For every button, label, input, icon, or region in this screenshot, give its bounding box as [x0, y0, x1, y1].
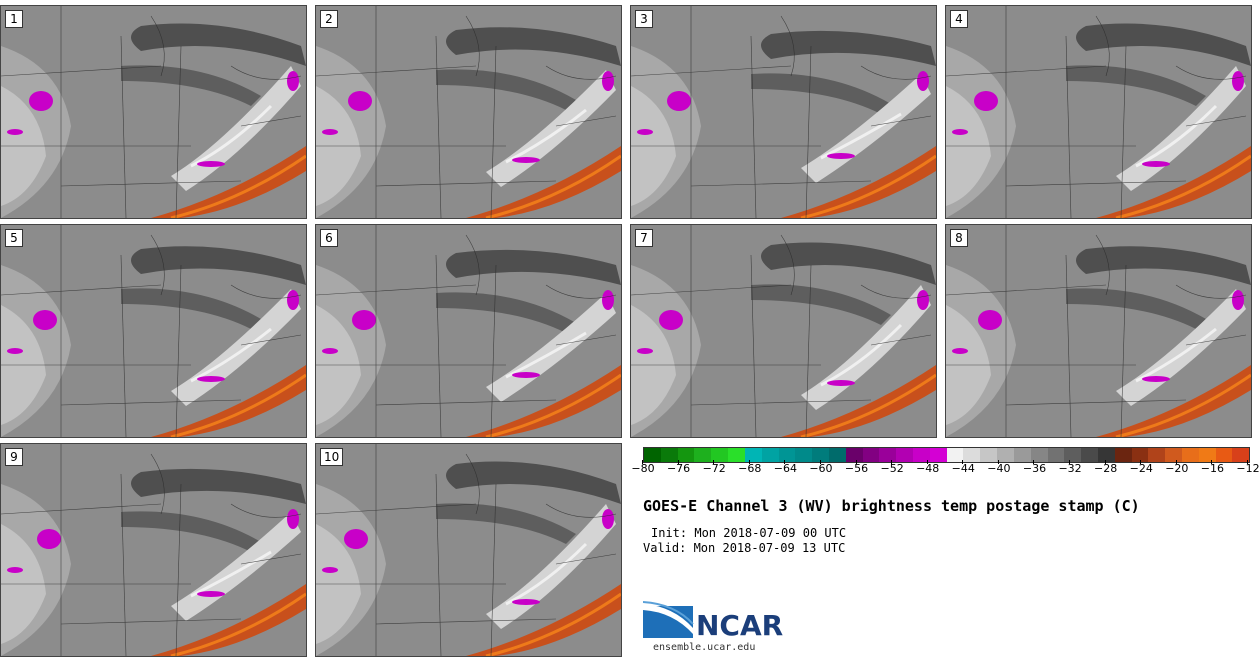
colorbar-cell	[778, 448, 796, 462]
colorbar-tick-label: −36	[1014, 460, 1054, 475]
figure-title: GOES-E Channel 3 (WV) brightness temp po…	[643, 497, 1140, 515]
colorbar-cell	[1198, 448, 1216, 462]
colorbar-tick-label: −80	[623, 460, 663, 475]
colorbar-cell	[980, 448, 998, 462]
colorbar-cell	[1148, 448, 1166, 462]
colorbar-tick-label: −56	[837, 460, 877, 475]
colorbar-cell	[1030, 448, 1048, 462]
colorbar-cell	[896, 448, 913, 462]
panel-1: 1	[0, 5, 307, 219]
panel-5: 5	[0, 224, 307, 438]
panel-10: 10	[315, 443, 622, 657]
logo-wordmark: NCAR	[696, 609, 784, 642]
water-vapor-map	[316, 6, 621, 218]
panel-label: 4	[950, 10, 968, 28]
colorbar-cell	[1013, 448, 1031, 462]
panel-label: 8	[950, 229, 968, 247]
water-vapor-map	[631, 225, 936, 437]
panel-label: 5	[5, 229, 23, 247]
water-vapor-map	[1, 444, 306, 656]
panel-label: 9	[5, 448, 23, 466]
init-time: Init: Mon 2018-07-09 00 UTC	[651, 526, 847, 540]
colorbar-cell	[1165, 448, 1182, 462]
colorbar-cell	[929, 448, 947, 462]
water-vapor-map	[946, 225, 1251, 437]
colorbar-cell	[711, 448, 729, 462]
panel-label: 10	[320, 448, 344, 466]
colorbar-cell	[694, 448, 712, 462]
colorbar	[643, 447, 1250, 463]
colorbar-cell	[761, 448, 779, 462]
colorbar-tick-label: −64	[765, 460, 805, 475]
colorbar-cell	[1114, 448, 1132, 462]
colorbar-cell	[879, 448, 897, 462]
colorbar-tick-label: −76	[659, 460, 699, 475]
colorbar-cell	[862, 448, 880, 462]
colorbar-cell	[1097, 448, 1115, 462]
colorbar-cell	[1081, 448, 1098, 462]
water-vapor-map	[1, 225, 306, 437]
colorbar-tick-label: −52	[872, 460, 912, 475]
ncar-logo-icon	[643, 601, 694, 638]
colorbar-ticks: −80 −76 −72 −68 −64 −60 −56 −52 −48 −44 −40 −36 −32−…	[631, 460, 1260, 484]
colorbar-tick-label: −28	[1086, 460, 1126, 475]
water-vapor-map	[316, 444, 621, 656]
water-vapor-map	[316, 225, 621, 437]
panel-label: 7	[635, 229, 653, 247]
colorbar-cell	[1064, 448, 1082, 462]
colorbar-tick-label: −68	[730, 460, 770, 475]
panel-7: 7	[630, 224, 937, 438]
panel-label: 6	[320, 229, 338, 247]
panel-label: 2	[320, 10, 338, 28]
colorbar-tick-label: −72	[694, 460, 734, 475]
panel-2: 2	[315, 5, 622, 219]
colorbar-tick-label: −32	[1050, 460, 1090, 475]
panel-label: 3	[635, 10, 653, 28]
colorbar-cell	[1232, 448, 1250, 462]
colorbar-cell	[677, 448, 695, 462]
colorbar-cell	[946, 448, 964, 462]
panel-label: 1	[5, 10, 23, 28]
water-vapor-map	[631, 6, 936, 218]
colorbar-cell	[963, 448, 981, 462]
panel-9: 9	[0, 443, 307, 657]
panel-8: 8	[945, 224, 1252, 438]
colorbar-cell	[828, 448, 846, 462]
colorbar-tick-label: −20	[1157, 460, 1197, 475]
colorbar-tick-label: −12	[1228, 460, 1260, 475]
colorbar-cell	[744, 448, 762, 462]
colorbar-cell	[997, 448, 1014, 462]
panel-6: 6	[315, 224, 622, 438]
water-vapor-map	[946, 6, 1251, 218]
logo-url: ensemble.ucar.edu	[653, 642, 756, 653]
colorbar-cell	[1131, 448, 1149, 462]
colorbar-tick-label: −16	[1192, 460, 1232, 475]
colorbar-tick-label: −48	[908, 460, 948, 475]
colorbar-tick-label: −44	[943, 460, 983, 475]
colorbar-cell	[913, 448, 930, 462]
water-vapor-map	[1, 6, 306, 218]
colorbar-tick-label: −60	[801, 460, 841, 475]
colorbar-cell	[1047, 448, 1065, 462]
colorbar-cell	[728, 448, 745, 462]
colorbar-cell	[644, 448, 661, 462]
colorbar-cell	[845, 448, 863, 462]
colorbar-cell	[795, 448, 813, 462]
colorbar-cell	[1182, 448, 1199, 462]
panel-3: 3	[630, 5, 937, 219]
colorbar-cell	[660, 448, 678, 462]
colorbar-cell	[1215, 448, 1233, 462]
colorbar-cell	[812, 448, 829, 462]
colorbar-tick-label: −24	[1121, 460, 1161, 475]
colorbar-tick-label: −40	[979, 460, 1019, 475]
valid-time: Valid: Mon 2018-07-09 13 UTC	[643, 541, 846, 555]
panel-4: 4	[945, 5, 1252, 219]
